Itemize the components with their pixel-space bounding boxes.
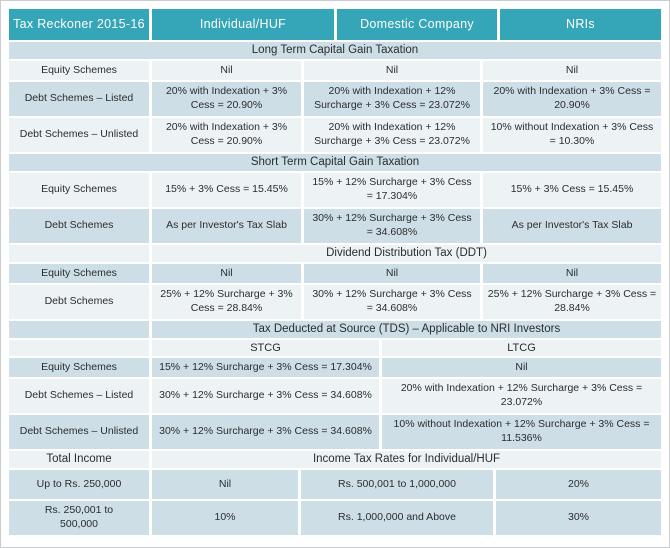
row-label: Debt Schemes [9, 285, 149, 319]
table-header-row: Tax Reckoner 2015-16 Individual/HUF Dome… [9, 9, 661, 40]
cell-domestic: 20% with Indexation + 12% Surcharge + 3%… [304, 82, 480, 116]
cell-domestic: 30% + 12% Surcharge + 3% Cess = 34.608% [304, 285, 480, 319]
cell-nri: Nil [483, 264, 661, 283]
cell-nri: 20% with Indexation + 3% Cess = 20.90% [483, 82, 661, 116]
cell-ltcg: 10% without Indexation + 12% Surcharge +… [382, 415, 661, 449]
cell-rate: Nil [152, 470, 298, 499]
row-label: Equity Schemes [9, 173, 149, 207]
table-row: Equity Schemes Nil Nil Nil [9, 61, 661, 80]
subheader-ltcg: LTCG [382, 340, 661, 357]
cell-rate: 30% [496, 501, 661, 535]
stcg-section-title-row: Short Term Capital Gain Taxation [9, 154, 661, 171]
cell-rate: 20% [496, 470, 661, 499]
cell-stcg: 15% + 12% Surcharge + 3% Cess = 17.304% [152, 358, 379, 377]
row-label: Debt Schemes – Listed [9, 82, 149, 116]
subheader-stcg: STCG [152, 340, 379, 357]
cell-stcg: 30% + 12% Surcharge + 3% Cess = 34.608% [152, 379, 379, 413]
table-row: Debt Schemes 25% + 12% Surcharge + 3% Ce… [9, 285, 661, 319]
row-label: Equity Schemes [9, 61, 149, 80]
row-label: Equity Schemes [9, 358, 149, 377]
cell-nri: 10% without Indexation + 3% Cess = 10.30… [483, 118, 661, 152]
cell-individual: Nil [152, 61, 301, 80]
row-label: Equity Schemes [9, 264, 149, 283]
empty-cell [9, 321, 149, 338]
table-row: Debt Schemes – Listed 20% with Indexatio… [9, 82, 661, 116]
cell-nri: Nil [483, 61, 661, 80]
cell-individual: 20% with Indexation + 3% Cess = 20.90% [152, 82, 301, 116]
cell-rate: 10% [152, 501, 298, 535]
total-income-label: Total Income [9, 451, 149, 468]
header-cell-individual-huf: Individual/HUF [152, 9, 334, 40]
table-row: Up to Rs. 250,000 Nil Rs. 500,001 to 1,0… [9, 470, 661, 499]
cell-nri: 25% + 12% Surcharge + 3% Cess = 28.84% [483, 285, 661, 319]
section-title: Short Term Capital Gain Taxation [9, 154, 661, 171]
section-title: Dividend Distribution Tax (DDT) [152, 245, 661, 262]
header-cell-domestic-company: Domestic Company [337, 9, 497, 40]
cell-nri: 15% + 3% Cess = 15.45% [483, 173, 661, 207]
cell-individual: 20% with Indexation + 3% Cess = 20.90% [152, 118, 301, 152]
tds-section-title-row: Tax Deducted at Source (TDS) – Applicabl… [9, 321, 661, 338]
cell-individual: 25% + 12% Surcharge + 3% Cess = 28.84% [152, 285, 301, 319]
cell-domestic: 30% + 12% Surcharge + 3% Cess = 34.608% [304, 209, 480, 243]
empty-cell [9, 245, 149, 262]
table-row: Debt Schemes – Unlisted 20% with Indexat… [9, 118, 661, 152]
cell-domestic: 15% + 12% Surcharge + 3% Cess = 17.304% [304, 173, 480, 207]
cell-domestic: Nil [304, 61, 480, 80]
ddt-section-title-row: Dividend Distribution Tax (DDT) [9, 245, 661, 262]
cell-slab: Rs. 1,000,000 and Above [301, 501, 493, 535]
header-cell-nris: NRIs [500, 9, 661, 40]
cell-stcg: 30% + 12% Surcharge + 3% Cess = 34.608% [152, 415, 379, 449]
empty-cell [9, 340, 149, 357]
cell-individual: 15% + 3% Cess = 15.45% [152, 173, 301, 207]
cell-slab: Rs. 500,001 to 1,000,000 [301, 470, 493, 499]
cell-ltcg: Nil [382, 358, 661, 377]
table-row: Debt Schemes – Unlisted 30% + 12% Surcha… [9, 415, 661, 449]
cell-individual: As per Investor's Tax Slab [152, 209, 301, 243]
tds-subheader-row: STCG LTCG [9, 340, 661, 357]
section-title: Long Term Capital Gain Taxation [9, 42, 661, 59]
row-label: Debt Schemes – Unlisted [9, 415, 149, 449]
table-row: Rs. 250,001 to 500,000 10% Rs. 1,000,000… [9, 501, 661, 535]
row-label: Debt Schemes [9, 209, 149, 243]
section-title: Income Tax Rates for Individual/HUF [152, 451, 661, 468]
income-section-title-row: Total Income Income Tax Rates for Indivi… [9, 451, 661, 468]
row-label: Debt Schemes – Unlisted [9, 118, 149, 152]
cell-slab: Up to Rs. 250,000 [9, 470, 149, 499]
header-cell-title: Tax Reckoner 2015-16 [9, 9, 149, 40]
table-row: Equity Schemes 15% + 3% Cess = 15.45% 15… [9, 173, 661, 207]
ltcg-section-title-row: Long Term Capital Gain Taxation [9, 42, 661, 59]
cell-ltcg: 20% with Indexation + 12% Surcharge + 3%… [382, 379, 661, 413]
row-label: Debt Schemes – Listed [9, 379, 149, 413]
table-row: Debt Schemes – Listed 30% + 12% Surcharg… [9, 379, 661, 413]
cell-domestic: 20% with Indexation + 12% Surcharge + 3%… [304, 118, 480, 152]
cell-nri: As per Investor's Tax Slab [483, 209, 661, 243]
section-title: Tax Deducted at Source (TDS) – Applicabl… [152, 321, 661, 338]
cell-individual: Nil [152, 264, 301, 283]
table-row: Debt Schemes As per Investor's Tax Slab … [9, 209, 661, 243]
table-row: Equity Schemes Nil Nil Nil [9, 264, 661, 283]
cell-slab: Rs. 250,001 to 500,000 [9, 501, 149, 535]
table-row: Equity Schemes 15% + 12% Surcharge + 3% … [9, 358, 661, 377]
cell-domestic: Nil [304, 264, 480, 283]
